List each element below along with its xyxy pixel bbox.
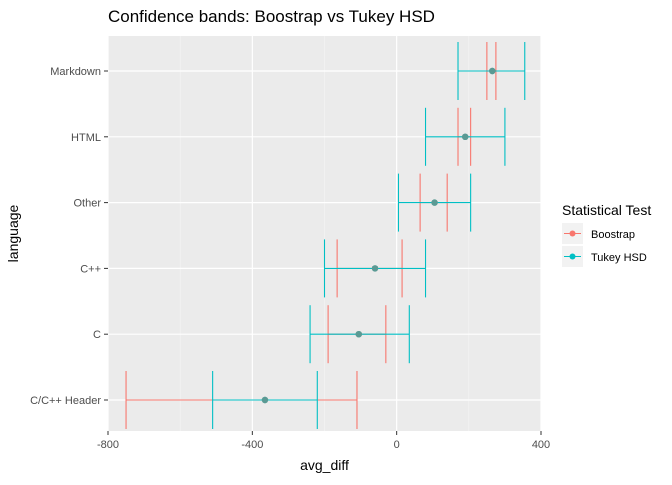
y-axis-ticks: Markdown HTML Other C++ C C/C++ Header bbox=[30, 66, 108, 407]
y-tick-label: C++ bbox=[80, 263, 101, 275]
estimate-point-1-1 bbox=[462, 133, 469, 140]
legend-title: Statistical Test bbox=[562, 202, 651, 218]
y-tick-label: Other bbox=[73, 198, 101, 210]
x-tick-label: 400 bbox=[532, 439, 550, 451]
x-axis-ticks: -800 -400 0 400 bbox=[97, 431, 550, 451]
legend-entry-label: Tukey HSD bbox=[591, 252, 647, 264]
legend: Statistical Test Boostrap Tukey HSD bbox=[562, 202, 651, 267]
estimate-points bbox=[261, 67, 496, 404]
estimate-point-1-3 bbox=[371, 265, 379, 272]
x-tick-label: -400 bbox=[241, 439, 263, 451]
x-tick-label: -800 bbox=[97, 439, 119, 451]
x-tick-label: 0 bbox=[394, 439, 400, 451]
chart-title: Confidence bands: Boostrap vs Tukey HSD bbox=[108, 7, 435, 26]
estimate-point-1-5 bbox=[261, 396, 269, 404]
y-tick-label: Markdown bbox=[50, 66, 101, 78]
legend-entry-label: Boostrap bbox=[591, 229, 635, 241]
y-axis-label: language bbox=[5, 204, 21, 262]
legend-key-point bbox=[569, 230, 576, 237]
y-tick-label: C/C++ Header bbox=[30, 395, 101, 407]
estimate-point-1-0 bbox=[489, 67, 496, 75]
legend-item-0: Boostrap bbox=[562, 223, 635, 244]
x-axis-label: avg_diff bbox=[300, 457, 349, 473]
legend-item-1: Tukey HSD bbox=[562, 246, 647, 267]
estimate-point-1-2 bbox=[431, 199, 438, 206]
y-tick-label: C bbox=[93, 329, 101, 341]
error-bars bbox=[125, 42, 526, 429]
estimate-point-1-4 bbox=[355, 331, 362, 338]
y-tick-label: HTML bbox=[71, 132, 101, 144]
legend-key-point bbox=[569, 253, 576, 260]
